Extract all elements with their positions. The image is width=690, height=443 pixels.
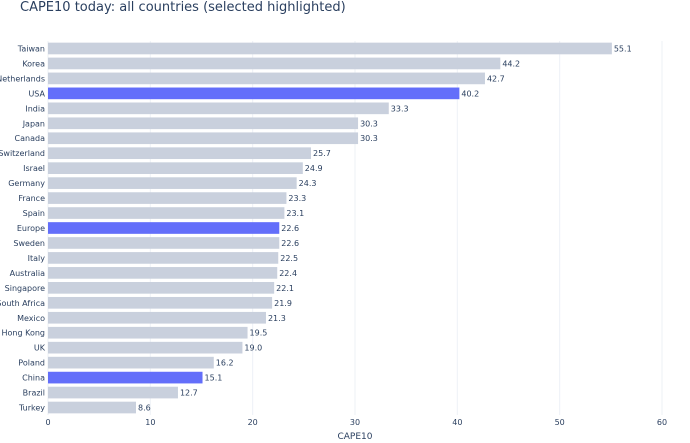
value-label: 21.9 xyxy=(274,299,292,308)
x-tick-label: 40 xyxy=(452,418,462,427)
bar xyxy=(48,386,178,399)
value-label: 23.1 xyxy=(286,209,304,218)
bar xyxy=(48,147,311,160)
bar-highlighted xyxy=(48,87,460,100)
x-tick-label: 0 xyxy=(45,418,50,427)
axis-layer: 0 10 20 30 40 50 60 CAPE10 xyxy=(45,418,667,442)
value-label: 30.3 xyxy=(360,119,378,128)
bar xyxy=(48,102,389,115)
value-label: 40.2 xyxy=(461,89,479,98)
category-label: Brazil xyxy=(23,389,45,398)
bar xyxy=(48,207,285,219)
value-label: 22.1 xyxy=(276,284,294,293)
value-label: 44.2 xyxy=(502,59,520,68)
value-label: 12.7 xyxy=(180,389,198,398)
bar xyxy=(48,117,359,130)
category-label: Singapore xyxy=(5,284,45,293)
x-tick-label: 10 xyxy=(145,418,155,427)
bar xyxy=(48,311,266,324)
bar xyxy=(48,296,273,309)
bar xyxy=(48,192,287,204)
value-label: 8.6 xyxy=(138,404,151,413)
bar xyxy=(48,356,214,369)
x-axis-title: CAPE10 xyxy=(337,432,372,442)
bar xyxy=(48,132,359,145)
category-label: France xyxy=(18,194,45,203)
category-label: South Africa xyxy=(0,299,45,308)
category-label: Canada xyxy=(15,134,46,143)
value-label: 19.0 xyxy=(244,344,262,353)
bar xyxy=(48,237,280,249)
category-label: Mexico xyxy=(17,314,45,323)
value-label: 22.6 xyxy=(281,224,299,233)
category-label: China xyxy=(22,374,45,383)
category-label: Europe xyxy=(17,224,45,233)
value-label: 30.3 xyxy=(360,134,378,143)
category-label: Sweden xyxy=(13,239,45,248)
category-label: Taiwan xyxy=(17,44,45,53)
category-label: Spain xyxy=(23,209,45,218)
category-label: Turkey xyxy=(18,404,45,413)
value-label: 21.3 xyxy=(268,314,286,323)
category-label: Poland xyxy=(18,359,45,368)
value-label: 22.4 xyxy=(279,269,297,278)
category-label: Germany xyxy=(8,179,45,188)
bar xyxy=(48,341,243,354)
x-tick-label: 30 xyxy=(350,418,360,427)
chart-title: CAPE10 today: all countries (selected hi… xyxy=(20,0,346,15)
label-layer: Taiwan 55.1 Korea 44.2 Netherlands 42.7 USA 40.… xyxy=(0,44,632,412)
value-label: 55.1 xyxy=(614,44,632,53)
bar xyxy=(48,57,501,70)
bar xyxy=(48,72,485,85)
category-label: USA xyxy=(28,89,45,98)
bar xyxy=(48,267,278,279)
value-label: 42.7 xyxy=(487,74,505,83)
category-label: India xyxy=(25,104,45,113)
category-label: Hong Kong xyxy=(2,329,46,338)
x-tick-label: 50 xyxy=(555,418,565,427)
bar xyxy=(48,42,612,55)
category-label: Israel xyxy=(23,164,45,173)
bar-highlighted xyxy=(48,222,280,234)
bar xyxy=(48,177,297,189)
bar xyxy=(48,162,303,174)
x-tick-label: 20 xyxy=(248,418,258,427)
category-label: Korea xyxy=(22,59,45,68)
category-label: Japan xyxy=(22,119,45,128)
bar-layer xyxy=(48,42,612,414)
value-label: 15.1 xyxy=(205,374,223,383)
category-label: Netherlands xyxy=(0,74,45,83)
value-label: 19.5 xyxy=(250,329,268,338)
x-tick-label: 60 xyxy=(657,418,667,427)
value-label: 23.3 xyxy=(288,194,306,203)
value-label: 24.3 xyxy=(299,179,317,188)
category-label: Italy xyxy=(28,254,46,263)
value-label: 22.5 xyxy=(280,254,298,263)
value-label: 22.6 xyxy=(281,239,299,248)
value-label: 16.2 xyxy=(216,359,234,368)
bar-highlighted xyxy=(48,371,203,384)
value-label: 24.9 xyxy=(305,164,323,173)
bar xyxy=(48,326,248,339)
category-label: UK xyxy=(34,344,46,353)
bar xyxy=(48,252,279,264)
value-label: 33.3 xyxy=(391,104,409,113)
category-label: Switzerland xyxy=(0,149,45,158)
value-label: 25.7 xyxy=(313,149,331,158)
bar xyxy=(48,282,275,294)
bar xyxy=(48,401,137,414)
category-label: Australia xyxy=(10,269,45,278)
